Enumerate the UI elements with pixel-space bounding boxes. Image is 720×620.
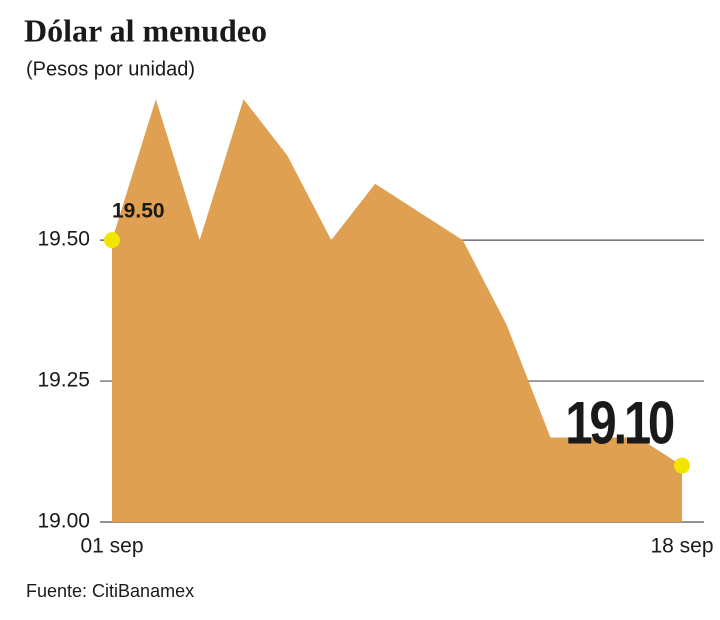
marker [674,457,690,474]
x-tick-label: 01 sep [80,535,143,558]
y-tick-label: 19.50 [37,228,90,251]
value-label: 19.50 [112,200,165,223]
x-tick-label: 18 sep [650,535,713,558]
area [112,99,682,522]
chart-title: Dólar al menudeo [24,12,267,48]
source-note: Fuente: CitiBanamex [26,581,194,601]
y-tick-label: 19.25 [37,369,90,392]
value-label: 19.10 [565,389,674,457]
y-tick-label: 19.00 [37,510,90,533]
chart-subtitle: (Pesos por unidad) [26,58,195,80]
marker [104,232,120,249]
